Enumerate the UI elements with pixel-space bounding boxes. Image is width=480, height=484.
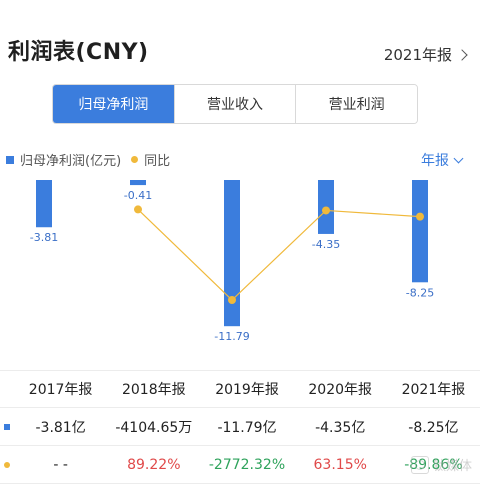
bar-label: -3.81: [30, 231, 58, 244]
profit-cell: -8.25亿: [408, 419, 459, 436]
bar-2021年报[interactable]: [412, 180, 428, 283]
table-row-profit: -3.81亿 -4104.65万 -11.79亿 -4.35亿 -8.25亿: [0, 407, 480, 445]
profit-cell: -11.79亿: [217, 419, 277, 436]
bar-2019年报[interactable]: [224, 180, 240, 327]
bar-label: -4.35: [312, 238, 340, 251]
chevron-down-icon: [453, 153, 464, 163]
metric-tabs: 归母净利润 营业收入 营业利润: [52, 84, 418, 124]
bar-label: -0.41: [124, 189, 152, 202]
bar-2017年报[interactable]: [36, 180, 52, 228]
report-period-selector[interactable]: 2021年报: [383, 44, 468, 65]
yoy-point[interactable]: [228, 296, 236, 304]
chevron-right-icon: [456, 48, 468, 61]
profit-chart: -3.81 -0.41 -11.79 -4.35 -8.25: [30, 180, 434, 343]
tab-net-profit[interactable]: 归母净利润: [53, 85, 174, 123]
tab-operating-profit[interactable]: 营业利润: [295, 85, 417, 123]
period-type-label: 年报: [421, 153, 449, 169]
line-legend-icon: [131, 156, 139, 163]
yoy-point[interactable]: [134, 205, 142, 214]
bar-2018年报[interactable]: [130, 180, 146, 186]
bar-series-icon: [4, 423, 10, 430]
profit-cell: -4.35亿: [315, 419, 366, 436]
watermark: 钛媒体: [410, 455, 472, 474]
watermark-logo-icon: [410, 455, 429, 474]
yoy-cell: 89.22%: [127, 456, 181, 473]
table-header-row: 2017年报 2018年报 2019年报 2020年报 2021年报: [0, 370, 480, 407]
yoy-point[interactable]: [416, 212, 424, 221]
line-series-icon: [4, 461, 10, 468]
watermark-text: 钛媒体: [432, 459, 472, 474]
legend-series1: 归母净利润(亿元): [20, 154, 122, 169]
header-year: 2018年报: [121, 382, 186, 398]
yoy-cell: -2772.32%: [208, 456, 286, 473]
header-year: 2021年报: [401, 382, 466, 398]
profit-cell: -4104.65万: [115, 419, 193, 436]
yoy-cell: - -: [53, 456, 68, 473]
bar-label: -11.79: [214, 330, 249, 343]
data-table: 2017年报 2018年报 2019年报 2020年报 2021年报 -3.81…: [0, 370, 480, 484]
yoy-line: [137, 208, 421, 301]
report-period-label: 2021年报: [383, 46, 452, 64]
header-year: 2019年报: [215, 382, 279, 398]
header-year: 2017年报: [28, 382, 93, 398]
yoy-cell: 63.15%: [313, 456, 367, 473]
header-year: 2020年报: [308, 382, 373, 398]
table-row-yoy: - - 89.22% -2772.32% 63.15% -89.86%: [0, 445, 480, 484]
chart-legend: 归母净利润(亿元) 同比: [6, 150, 170, 169]
tab-revenue[interactable]: 营业收入: [173, 85, 296, 123]
bar-legend-icon: [6, 155, 14, 164]
legend-series2: 同比: [144, 154, 171, 169]
period-type-dropdown[interactable]: 年报: [421, 150, 464, 170]
yoy-point[interactable]: [322, 206, 330, 215]
bar-label: -8.25: [406, 286, 434, 299]
page-title: 利润表(CNY): [8, 40, 149, 65]
profit-cell: -3.81亿: [35, 419, 86, 436]
header: 利润表(CNY) 2021年报: [0, 0, 480, 80]
